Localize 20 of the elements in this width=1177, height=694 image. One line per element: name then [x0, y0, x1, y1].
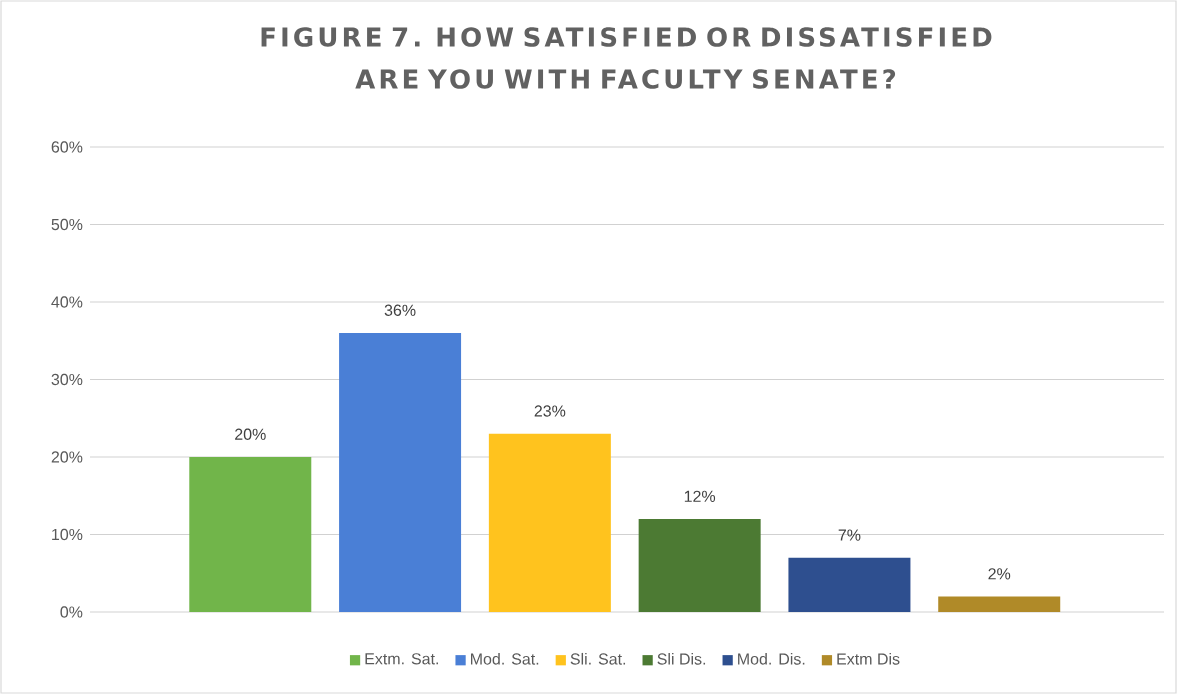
y-tick-label: 60%: [51, 141, 83, 153]
y-tick-label: 50%: [51, 218, 83, 231]
y-tick-label: 10%: [52, 528, 83, 541]
data-label: 2%: [988, 568, 1011, 580]
data-label: 23%: [534, 405, 566, 417]
legend-label: Sli. Sat.: [570, 652, 626, 665]
data-label: 20%: [235, 428, 266, 440]
legend-label: Extm Dis: [837, 652, 900, 665]
legend-label: Mod. Sat.: [471, 652, 539, 665]
data-label: 12%: [684, 490, 716, 502]
data-label: 36%: [384, 304, 416, 316]
y-tick-label: 20%: [51, 451, 83, 463]
y-tick-label: 0%: [60, 606, 83, 618]
y-tick-label: 30%: [51, 373, 83, 386]
y-tick-label: 40%: [51, 296, 83, 308]
legend-label: Sli Dis.: [657, 652, 706, 665]
chart-title: FIGURE 7. HOW SATISFIED OR DISSATISFIED ARE YOU WITH FACULTY SENATE?: [261, 27, 992, 89]
data-label: 7%: [838, 529, 861, 541]
legend-label: Extm. Sat.: [365, 653, 438, 665]
legend-label: Mod. Dis.: [738, 652, 805, 665]
